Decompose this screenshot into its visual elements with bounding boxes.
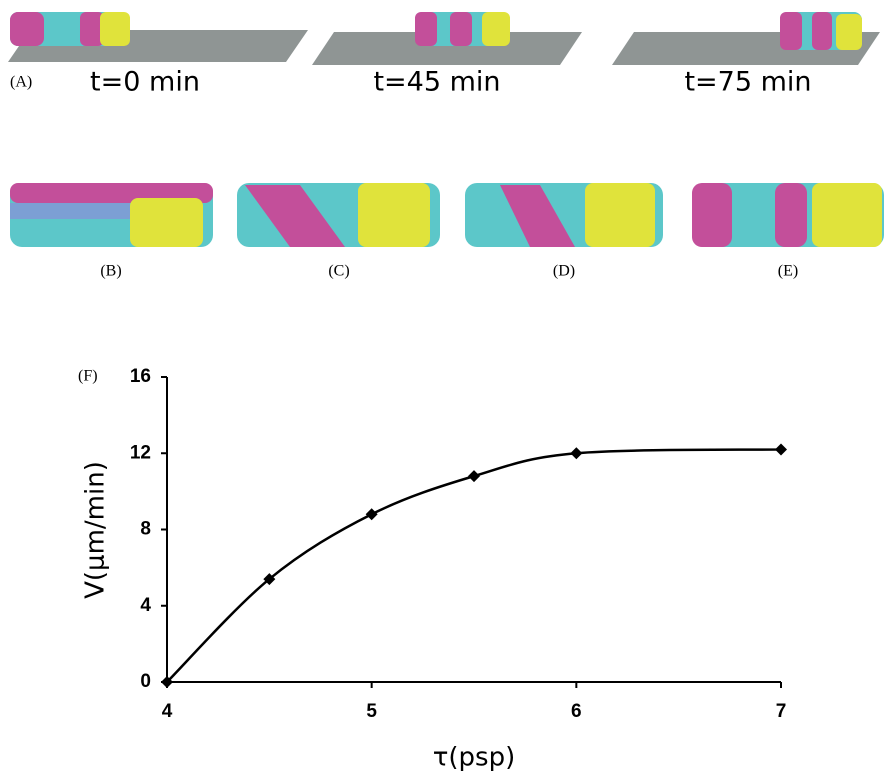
marker	[263, 573, 276, 586]
time-label: t=75 min	[684, 67, 811, 98]
y-tick-label: 16	[130, 366, 151, 387]
marker	[775, 443, 787, 456]
line	[166, 448, 782, 683]
y-tick-label: 12	[130, 442, 151, 463]
marker	[570, 447, 583, 460]
time-label: t=0 min	[90, 67, 200, 98]
x-tick-label: 6	[571, 701, 582, 722]
panel-label: (B)	[100, 263, 121, 280]
cell-part	[585, 183, 655, 247]
marker	[468, 470, 480, 483]
panel-label: (C)	[328, 263, 349, 280]
y-tick-label: 8	[140, 519, 151, 540]
cell-part	[130, 198, 203, 247]
cell-part	[692, 183, 732, 247]
marker	[161, 676, 173, 688]
cell-part	[358, 183, 430, 247]
cell-part	[245, 185, 345, 247]
cell-part	[415, 12, 437, 46]
panels-b-e-renders	[10, 183, 884, 247]
cell-part	[812, 12, 832, 50]
x-tick-label: 4	[162, 701, 173, 722]
x-tick-label: 7	[776, 701, 787, 722]
cell-part	[812, 183, 882, 247]
cell-part	[780, 12, 802, 50]
cell-part	[10, 12, 44, 46]
y-tick-label: 0	[140, 671, 151, 692]
cell-part	[482, 12, 510, 46]
marker	[365, 508, 378, 521]
x-axis-label: τ(psp)	[433, 743, 516, 773]
panel-a-renders	[8, 12, 880, 65]
y-axis-label: V(μm/min)	[81, 461, 111, 599]
cell-part	[450, 12, 472, 46]
x-tick-label: 5	[366, 701, 377, 722]
panel-label: (E)	[778, 263, 798, 280]
cell-part	[10, 203, 130, 219]
cell-part	[775, 183, 807, 247]
panel-label: (D)	[553, 263, 575, 280]
panel-label: (A)	[10, 74, 32, 91]
platform	[312, 32, 582, 65]
cell-part	[100, 12, 130, 46]
y-tick-label: 4	[140, 595, 151, 616]
time-label: t=45 min	[373, 67, 500, 98]
cell-part	[836, 14, 862, 50]
cell-part	[80, 12, 104, 46]
panel-label: (F)	[78, 368, 98, 385]
cell-part	[500, 185, 575, 247]
